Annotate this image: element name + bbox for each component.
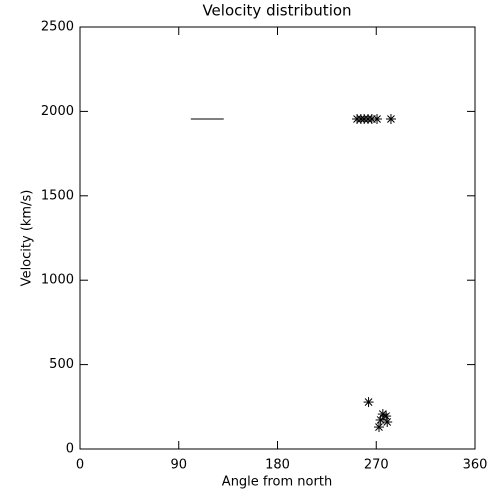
- x-tick-label: 270: [364, 458, 389, 473]
- x-tick-label: 180: [265, 458, 290, 473]
- asterisk-marker: [382, 416, 393, 427]
- x-axis-label: Angle from north: [222, 475, 332, 490]
- asterisk-stroke: [373, 115, 381, 123]
- y-tick-label: 0: [66, 442, 74, 457]
- x-tick-label: 0: [76, 458, 84, 473]
- y-tick-label: 500: [49, 357, 74, 372]
- y-tick-label: 1000: [41, 273, 74, 288]
- asterisk-marker: [373, 422, 384, 433]
- asterisk-marker: [372, 113, 383, 124]
- y-tick-label: 2500: [41, 20, 74, 35]
- asterisk-stroke: [376, 416, 385, 424]
- y-axis-label: Velocity (km/s): [20, 190, 35, 287]
- asterisk-stroke: [383, 418, 392, 426]
- x-tick-label: 360: [463, 458, 488, 473]
- chart-title: Velocity distribution: [202, 2, 351, 20]
- asterisk-marker: [375, 414, 386, 425]
- asterisk-stroke: [364, 398, 373, 406]
- asterisk-marker: [363, 397, 374, 408]
- asterisk-marker: [385, 113, 396, 124]
- x-tick-label: 90: [170, 458, 187, 473]
- asterisk-stroke: [375, 423, 383, 431]
- y-tick-label: 2000: [41, 104, 74, 119]
- y-tick-label: 1500: [41, 188, 74, 203]
- asterisk-stroke: [387, 115, 395, 123]
